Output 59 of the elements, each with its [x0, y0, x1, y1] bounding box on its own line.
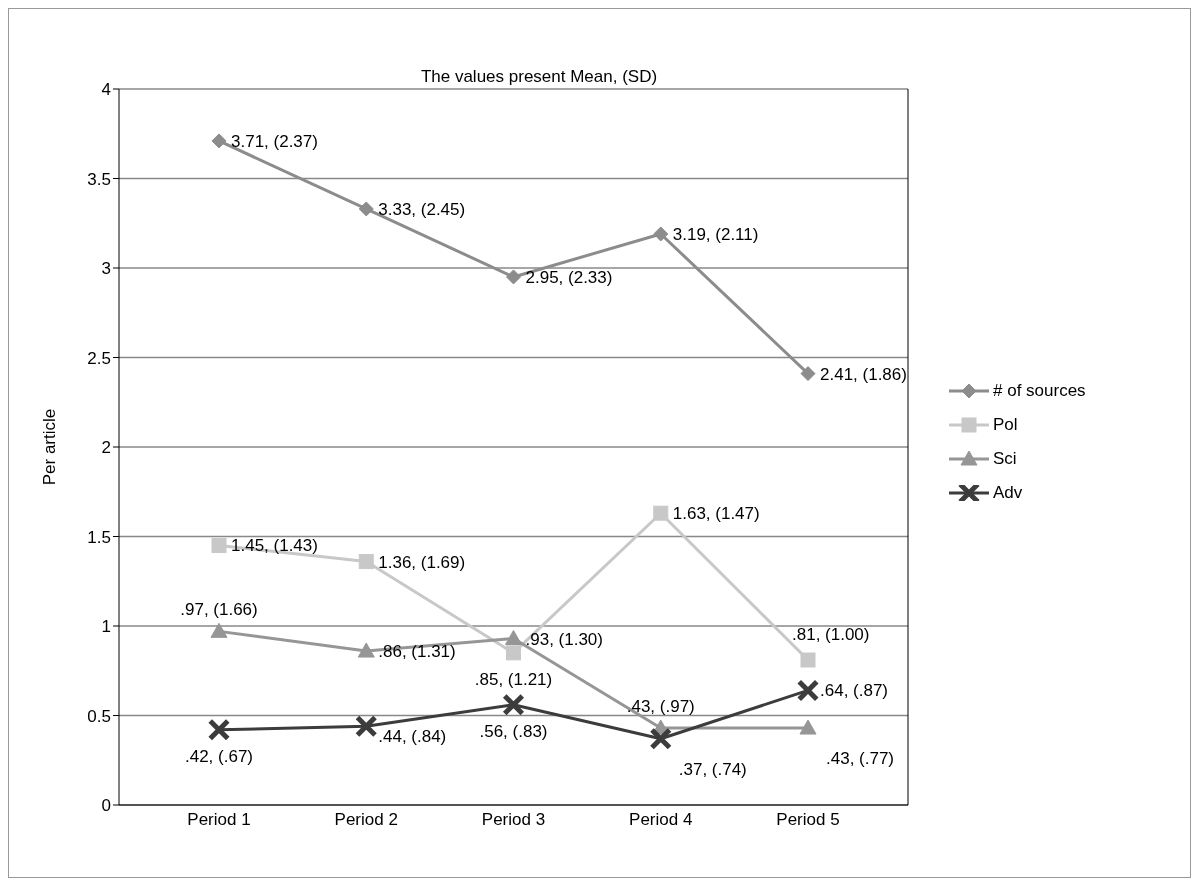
y-tick-label: 1 [101, 617, 111, 637]
x-tick-label: Period 2 [334, 810, 398, 830]
chart-title: The values present Mean, (SD) [419, 67, 659, 87]
point [506, 645, 521, 661]
x-tick-label: Period 1 [187, 810, 251, 830]
point [358, 201, 374, 217]
point [356, 716, 376, 736]
data-label: 1.45, (1.43) [231, 536, 318, 556]
point [504, 695, 523, 715]
y-axis-title: Per article [40, 408, 60, 486]
data-label: 3.71, (2.37) [231, 131, 318, 151]
legend-label: # of sources [993, 381, 1086, 401]
x-tick-label: Period 3 [481, 810, 546, 830]
y-tick-label: 0 [101, 796, 111, 816]
data-label: .42, (.67) [184, 746, 254, 766]
point [357, 642, 375, 658]
point [505, 630, 522, 646]
data-label: .97, (1.66) [180, 600, 258, 620]
point [209, 720, 229, 740]
y-tick-label: 0.5 [87, 706, 111, 726]
data-label: .93, (1.30) [525, 629, 603, 649]
data-label: 1.36, (1.69) [378, 552, 466, 572]
data-label: .43, (.97) [626, 697, 695, 717]
point [653, 505, 669, 521]
data-label: .85, (1.21) [474, 669, 553, 689]
y-tick-label: 3.5 [87, 169, 111, 189]
point [506, 269, 521, 285]
legend-label: Sci [993, 449, 1017, 469]
data-label: .86, (1.31) [378, 642, 456, 662]
point [210, 622, 228, 638]
point [800, 366, 816, 382]
data-label: .64, (.87) [820, 681, 889, 701]
point [798, 680, 818, 700]
point [799, 719, 817, 735]
x-tick-label: Period 4 [629, 810, 693, 830]
data-label: 3.33, (2.45) [378, 199, 466, 219]
data-label: .56, (.83) [479, 721, 548, 741]
x-tick-label: Period 5 [776, 810, 840, 830]
point [651, 729, 671, 749]
data-label: .81, (1.00) [792, 625, 870, 645]
data-label: 1.63, (1.47) [672, 504, 760, 524]
legend-label: Adv [993, 483, 1023, 503]
data-label: 2.41, (1.86) [820, 364, 907, 384]
point [358, 554, 374, 570]
legend-label: Pol [993, 415, 1018, 435]
data-label: 2.95, (2.33) [525, 267, 613, 287]
point [211, 537, 227, 553]
point [211, 133, 227, 149]
y-tick-label: 4 [101, 80, 111, 100]
data-label: .44, (.84) [378, 727, 447, 747]
y-tick-label: 2.5 [87, 348, 111, 368]
data-label: 3.19, (2.11) [672, 224, 759, 244]
data-label: .37, (.74) [678, 759, 747, 779]
y-tick-label: 3 [101, 259, 111, 279]
y-tick-label: 1.5 [87, 527, 111, 547]
point [653, 226, 669, 242]
y-tick-label: 2 [101, 438, 111, 458]
point [800, 652, 816, 668]
data-label: .43, (.77) [826, 749, 895, 769]
